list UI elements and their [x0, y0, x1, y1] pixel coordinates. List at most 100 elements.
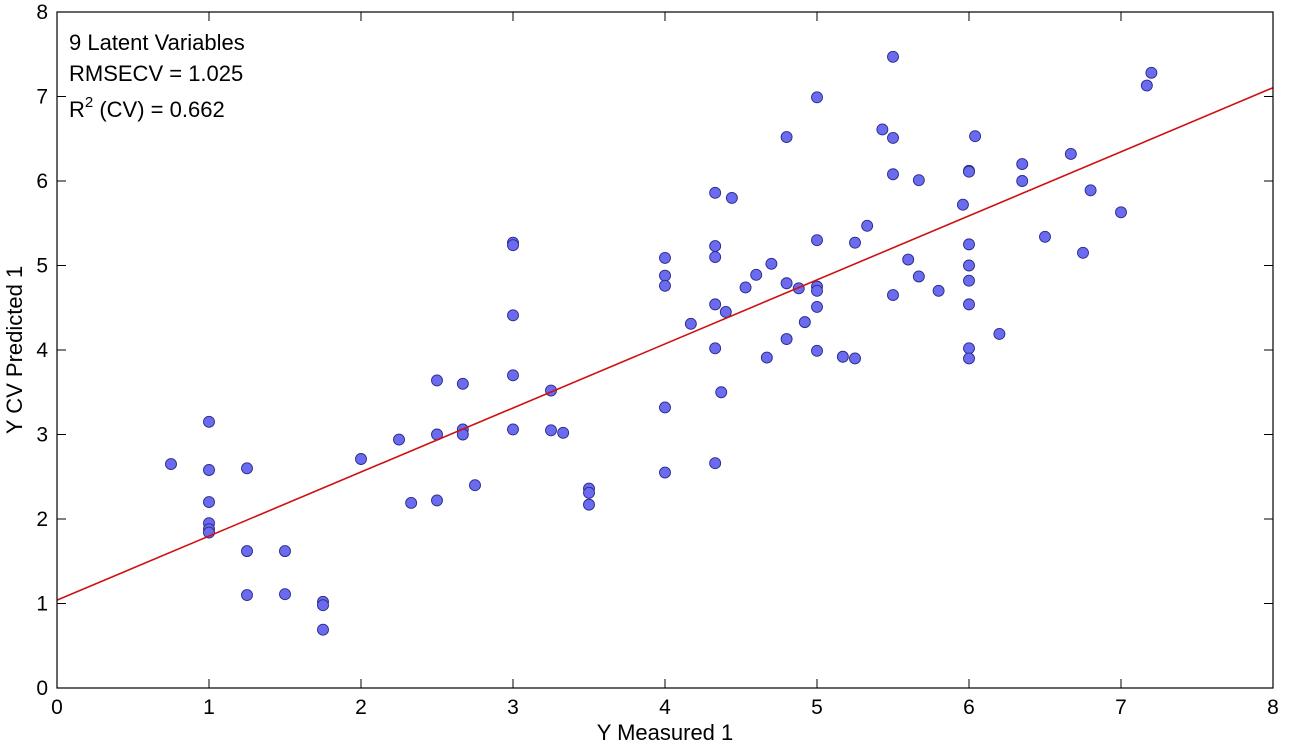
data-point	[912, 174, 925, 187]
data-point	[241, 589, 253, 601]
annotation-r2-prefix: R	[69, 97, 85, 122]
data-point	[912, 270, 925, 283]
ticks-layer: 0 1 2 3 4 5 6 7 8 0 1 2 3 4 5 6 7 8	[36, 1, 1279, 719]
x-tick-label: 4	[659, 696, 671, 719]
data-point	[887, 50, 899, 63]
data-point	[765, 257, 778, 270]
x-tick-label: 7	[1115, 696, 1127, 719]
data-point	[279, 545, 291, 558]
data-point	[932, 284, 945, 297]
data-point	[684, 317, 697, 330]
data-point	[203, 464, 215, 476]
data-point	[811, 344, 823, 357]
y-tick-label: 1	[36, 593, 48, 616]
data-point	[739, 281, 752, 294]
data-point	[507, 369, 519, 382]
y-tick-label: 4	[36, 339, 48, 362]
data-point	[203, 496, 215, 509]
data-point	[887, 168, 899, 181]
x-tick-label: 5	[811, 696, 823, 719]
data-point	[780, 277, 793, 290]
x-tick-label: 2	[355, 696, 367, 719]
x-tick-label: 8	[1267, 696, 1279, 719]
plot-area	[57, 12, 1273, 688]
annotation-latent-variables: 9 Latent Variables	[69, 30, 245, 55]
data-point	[849, 352, 861, 365]
data-point	[659, 401, 671, 414]
data-point	[1145, 66, 1158, 79]
y-tick-label: 2	[36, 508, 48, 531]
data-point	[1077, 246, 1089, 259]
data-point	[659, 269, 671, 282]
data-point	[849, 236, 861, 249]
data-point	[963, 238, 975, 251]
data-point	[811, 284, 823, 297]
data-point	[760, 351, 773, 364]
data-point	[887, 131, 899, 144]
data-point	[963, 259, 975, 272]
x-axis-title: Y Measured 1	[597, 720, 734, 744]
data-point	[709, 240, 722, 253]
data-point	[1084, 184, 1097, 197]
data-point	[861, 219, 874, 232]
annotation-r2-suffix: (CV) = 0.662	[93, 97, 224, 122]
data-point	[709, 251, 722, 263]
data-point	[887, 289, 899, 302]
data-point	[241, 462, 253, 475]
data-point	[798, 316, 811, 329]
data-point	[956, 198, 969, 211]
data-point	[659, 251, 671, 264]
data-point	[659, 466, 671, 479]
data-point	[659, 279, 671, 292]
data-point	[902, 253, 915, 266]
annotation-r2: R2 (CV) = 0.662	[69, 94, 225, 122]
data-point	[456, 377, 469, 390]
data-point	[1064, 148, 1077, 160]
data-point	[725, 191, 738, 204]
data-point	[969, 130, 982, 143]
data-point	[1016, 158, 1029, 171]
data-point	[709, 298, 722, 311]
points-layer	[165, 50, 1158, 636]
y-tick-label: 3	[36, 424, 48, 447]
x-tick-label: 0	[51, 696, 63, 719]
data-point	[431, 374, 443, 387]
data-point	[836, 350, 849, 363]
data-point	[963, 274, 975, 287]
data-point	[1039, 230, 1051, 243]
data-point	[507, 309, 519, 322]
data-point	[507, 239, 519, 252]
y-tick-label: 0	[36, 677, 48, 700]
data-point	[709, 186, 722, 199]
data-point	[780, 333, 793, 345]
y-tick-label: 6	[36, 170, 48, 193]
data-point	[811, 300, 823, 313]
data-point	[811, 91, 823, 104]
data-point	[469, 479, 481, 492]
data-point	[1016, 175, 1029, 187]
data-point	[963, 342, 975, 355]
regression-fit-line	[56, 86, 1274, 601]
data-point	[709, 342, 722, 355]
annotation-rmsecv: RMSECV = 1.025	[69, 61, 243, 86]
data-point	[431, 494, 443, 507]
x-tick-label: 3	[507, 696, 519, 719]
data-point	[993, 327, 1006, 340]
y-axis-title: Y CV Predicted 1	[2, 266, 27, 434]
data-point	[507, 423, 519, 436]
data-point	[963, 165, 975, 178]
data-point	[545, 424, 557, 437]
data-point	[811, 234, 823, 247]
data-point	[750, 268, 763, 281]
data-point	[1115, 206, 1127, 219]
data-point	[715, 386, 728, 399]
x-tick-label: 1	[203, 696, 215, 719]
data-point	[317, 599, 329, 612]
data-point	[963, 352, 975, 365]
data-point	[317, 623, 329, 636]
data-point	[393, 433, 405, 446]
data-point	[203, 415, 215, 428]
data-point	[583, 486, 595, 499]
data-point	[279, 588, 291, 601]
